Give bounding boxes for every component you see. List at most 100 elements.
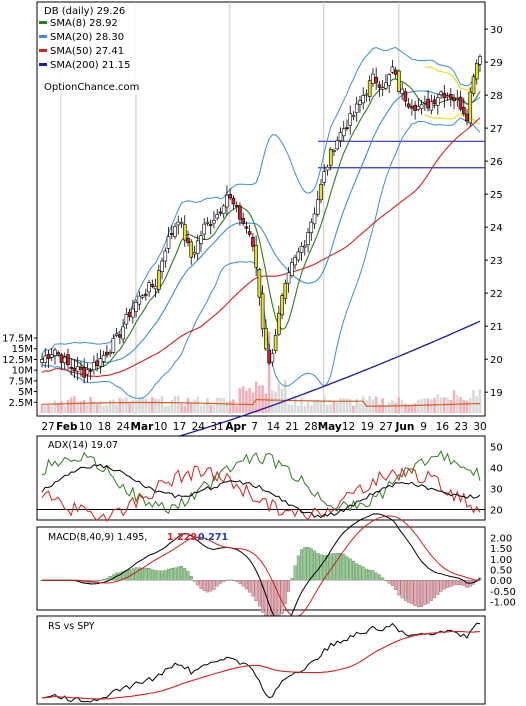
candle-body	[108, 352, 112, 355]
volume-bar	[56, 403, 60, 413]
candle-body	[257, 269, 262, 298]
candle-body	[364, 93, 369, 96]
legend-label: SMA(200) 21.15	[50, 60, 131, 71]
candle-body	[367, 80, 372, 97]
candle-body	[218, 211, 223, 214]
adx-tick-label: 30	[490, 485, 503, 496]
candle-body	[312, 213, 317, 225]
candle-body	[72, 367, 77, 372]
macd-tick-label: 1.00	[490, 555, 512, 566]
volume-bar	[141, 396, 144, 413]
candle-body	[59, 354, 64, 363]
x-tick-label: 30	[473, 421, 486, 433]
candle-body	[410, 106, 414, 109]
candle-body	[358, 100, 362, 105]
x-tick-label: 19	[361, 421, 374, 433]
volume-bar	[478, 389, 482, 413]
candle-body	[144, 293, 148, 296]
macd-histogram-bar	[423, 580, 427, 605]
candle-body	[452, 97, 456, 102]
volume-bar	[326, 404, 329, 413]
macd-histogram-bar	[390, 580, 394, 586]
macd-tick-label: 2.00	[490, 533, 512, 544]
volume-bar	[131, 399, 135, 413]
macd-signal-value: 1.229,	[167, 532, 201, 543]
macd-histogram-bar	[261, 580, 265, 613]
candle-body	[461, 107, 466, 115]
macd-histogram-bar	[303, 547, 307, 581]
candle-body	[348, 113, 353, 126]
candle-body	[335, 140, 340, 150]
macd-histogram-bar	[137, 567, 141, 581]
x-tick-label: 14	[267, 421, 281, 433]
price-tick-label: 19	[490, 388, 503, 399]
macd-histogram-bar	[196, 580, 200, 586]
adx-tick-label: 50	[490, 443, 503, 454]
candle-body	[95, 360, 99, 367]
candle-body	[225, 194, 229, 208]
volume-bar	[95, 403, 99, 413]
candle-body	[137, 295, 142, 305]
macd-histogram-bar	[407, 580, 411, 603]
candle-body	[432, 99, 437, 104]
macd-histogram-bar	[374, 572, 378, 581]
macd-panel	[36, 526, 486, 611]
candle-body	[53, 349, 57, 356]
macd-histogram-bar	[384, 580, 388, 581]
macd-histogram-bar	[277, 580, 281, 621]
volume-bar	[443, 397, 446, 413]
volume-bar	[82, 399, 86, 413]
x-tick-label: 10	[154, 421, 167, 433]
macd-histogram-bar	[215, 580, 219, 587]
macd-histogram-bar	[455, 580, 459, 586]
volume-bar	[128, 402, 131, 413]
macd-histogram-bar	[394, 580, 398, 590]
candle-body	[277, 312, 281, 335]
macd-histogram-bar	[364, 568, 368, 581]
candle-body	[199, 235, 203, 244]
volume-bar	[144, 398, 148, 413]
macd-histogram-bar	[105, 577, 109, 581]
volume-bar	[271, 390, 274, 413]
candle-body	[270, 353, 275, 363]
volume-bar	[303, 405, 307, 413]
volume-tick-label: 5M	[18, 387, 33, 398]
candle-body	[247, 231, 252, 235]
volume-bar	[43, 405, 47, 413]
volume-bar	[348, 399, 352, 413]
x-tick-label: Feb	[56, 421, 78, 433]
volume-bar	[420, 398, 423, 413]
volume-bar	[361, 396, 365, 413]
macd-histogram-bar	[316, 553, 320, 581]
volume-bar	[167, 405, 170, 413]
volume-bar	[105, 405, 109, 413]
candle-body	[166, 236, 171, 249]
macd-histogram-bar	[371, 570, 375, 581]
upper-band-highlight	[424, 66, 481, 91]
candle-body	[474, 62, 479, 80]
volume-tick-label: 12.5M	[2, 355, 33, 366]
volume-bar	[238, 388, 242, 413]
volume-bar	[400, 400, 404, 413]
volume-bar	[183, 405, 187, 413]
macd-histogram-bar	[322, 555, 326, 581]
macd-histogram-bar	[342, 554, 346, 581]
volume-bar	[397, 397, 401, 413]
legend-box	[38, 3, 160, 95]
candle-body	[397, 70, 401, 92]
macd-histogram-bar	[465, 580, 469, 588]
volume-bar	[138, 398, 141, 413]
candle-body	[416, 105, 421, 110]
candle-body	[215, 214, 219, 219]
volume-bar	[86, 405, 89, 413]
volume-bar	[186, 398, 190, 413]
macd-hist-value: 0.271	[198, 532, 228, 543]
volume-bar	[384, 406, 388, 413]
volume-average-line	[41, 398, 480, 407]
volume-bar	[319, 401, 323, 413]
volume-bar	[79, 401, 83, 413]
volume-bar	[472, 390, 475, 413]
candle-body	[442, 92, 447, 99]
candle-body	[419, 104, 424, 109]
